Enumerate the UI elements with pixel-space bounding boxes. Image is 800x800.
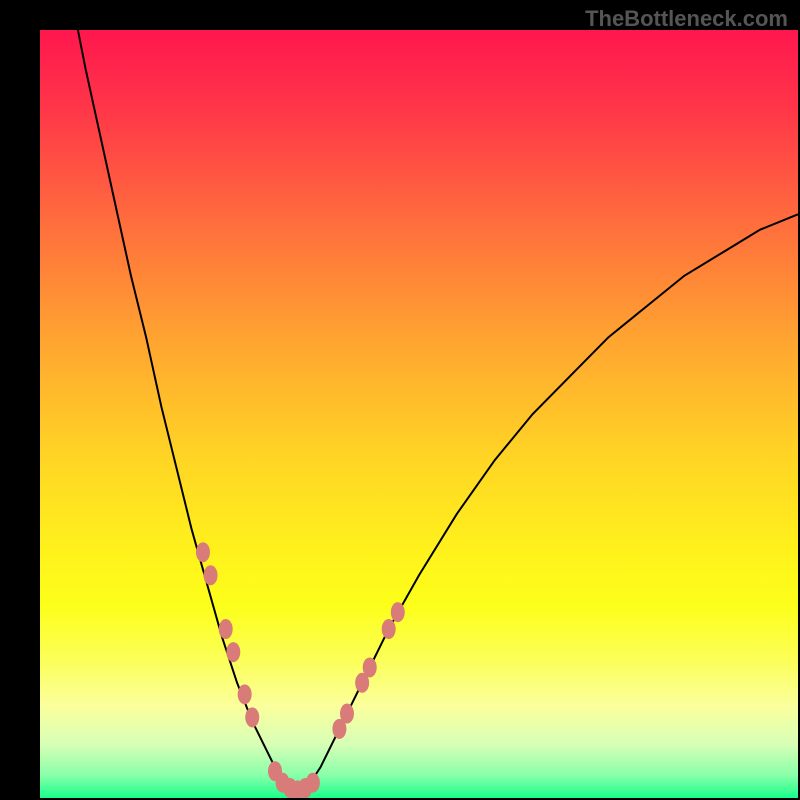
plot-area	[40, 30, 798, 798]
marker-point	[340, 704, 354, 724]
markers-group	[196, 542, 405, 798]
marker-point	[226, 642, 240, 662]
marker-point	[219, 619, 233, 639]
watermark: TheBottleneck.com	[585, 6, 788, 32]
marker-point	[382, 619, 396, 639]
marker-point	[391, 602, 405, 622]
marker-point	[196, 542, 210, 562]
marker-point	[245, 707, 259, 727]
marker-point	[238, 684, 252, 704]
left-curve	[78, 30, 298, 790]
marker-point	[204, 565, 218, 585]
right-curve	[298, 214, 798, 790]
marker-point	[306, 773, 320, 793]
marker-point	[363, 657, 377, 677]
chart-overlay	[40, 30, 798, 798]
